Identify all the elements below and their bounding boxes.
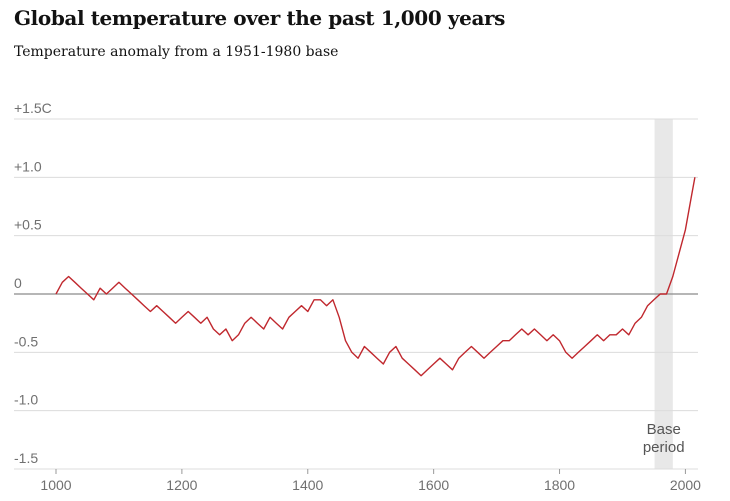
base-period-label-line2: period (643, 439, 685, 456)
y-tick-label: +0.5 (14, 217, 42, 233)
x-tick-label: 1000 (40, 477, 71, 493)
x-tick-label: 1800 (544, 477, 575, 493)
base-period-label-line1: Base (647, 421, 681, 438)
y-tick-label: -1.0 (14, 392, 38, 408)
x-tick-label: 2000 (670, 477, 701, 493)
y-tick-label: -1.5 (14, 450, 38, 466)
x-tick-label: 1200 (166, 477, 197, 493)
chart-title: Global temperature over the past 1,000 y… (14, 6, 506, 30)
x-tick-label: 1600 (418, 477, 449, 493)
y-tick-label: 0 (14, 275, 22, 291)
y-tick-label: -0.5 (14, 333, 38, 349)
chart-subtitle: Temperature anomaly from a 1951-1980 bas… (14, 44, 339, 60)
y-tick-label: +1.0 (14, 158, 42, 174)
temperature-series-line (55, 177, 696, 377)
y-tick-label: +1.5C (14, 100, 52, 116)
x-tick-label: 1400 (292, 477, 323, 493)
